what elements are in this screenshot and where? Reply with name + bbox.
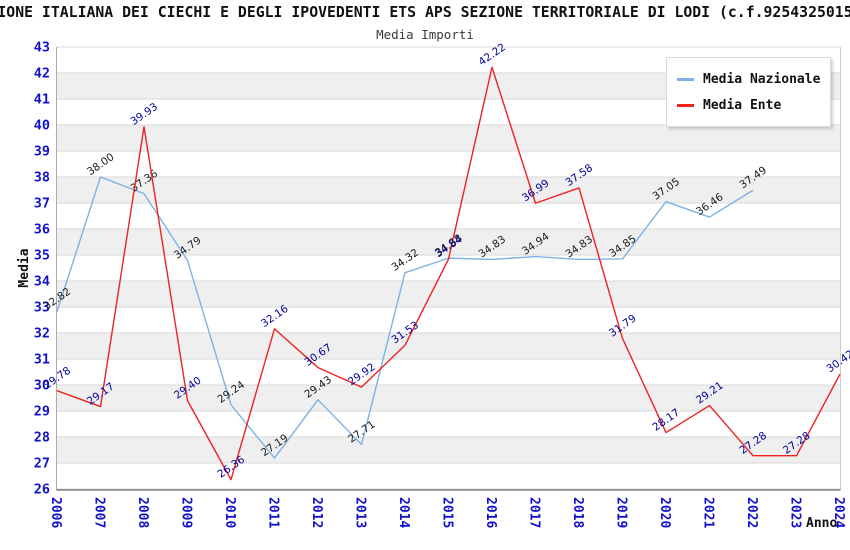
legend-label-media-ente: Media Ente (703, 97, 782, 113)
y-axis-ticks: 26 27 28 29 30 31 32 33 34 35 36 37 38 39 40 41 42 43 (34, 40, 50, 498)
x-tick-label: 2012 (309, 497, 324, 528)
x-tick-label: 2015 (440, 497, 455, 528)
y-tick-label: 42 (34, 66, 50, 82)
chart-title-wrap: UNIONE ITALIANA DEI CIECHI E DEGLI IPOVE… (0, 4, 850, 24)
chart-subtitle: Media Importi (376, 27, 474, 42)
y-tick-label: 27 (34, 456, 50, 472)
x-tick-label: 2016 (483, 497, 498, 528)
legend-item-media-ente: Media Ente (677, 92, 820, 118)
y-tick-label: 31 (34, 352, 50, 368)
x-tick-label: 2010 (222, 497, 237, 528)
legend-swatch-media-ente (677, 103, 694, 107)
y-tick-label: 43 (34, 40, 50, 56)
x-tick-label: 2018 (570, 497, 585, 528)
y-tick-label: 30 (34, 378, 50, 394)
y-tick-label: 29 (34, 404, 50, 420)
x-tick-label: 2009 (179, 497, 194, 528)
y-tick-label: 40 (34, 118, 50, 134)
x-tick-label: 2008 (135, 497, 150, 528)
x-tick-label: 2007 (92, 497, 107, 528)
chart-title: UNIONE ITALIANA DEI CIECHI E DEGLI IPOVE… (0, 4, 850, 21)
background-bands (57, 73, 840, 463)
data-point-label: 42.22 (477, 41, 509, 68)
y-tick-label: 41 (34, 92, 50, 108)
x-tick-label: 2021 (701, 497, 716, 528)
y-tick-label: 28 (34, 430, 50, 446)
legend-swatch-media-nazionale (677, 77, 694, 81)
x-axis-title: Anno (806, 516, 837, 531)
y-tick-label: 26 (34, 482, 50, 498)
x-tick-label: 2013 (353, 497, 368, 528)
y-tick-label: 39 (34, 144, 50, 160)
x-tick-label: 2023 (788, 497, 803, 528)
x-tick-label: 2022 (744, 497, 759, 528)
x-tick-label: 2011 (266, 497, 281, 528)
x-tick-label: 2020 (657, 497, 672, 528)
x-tick-label: 2019 (614, 497, 629, 528)
y-tick-label: 34 (34, 274, 50, 290)
y-tick-label: 37 (34, 196, 50, 212)
y-tick-label: 33 (34, 300, 50, 316)
x-tick-label: 2014 (396, 497, 411, 528)
series-line-media-ente (56, 66, 841, 481)
x-tick-label: 2006 (48, 497, 63, 528)
legend-item-media-nazionale: Media Nazionale (677, 66, 820, 92)
x-axis-ticks: 2006 2007 2008 2009 2010 2011 2012 2013 2014 2015… (48, 497, 846, 528)
x-tick-label: 2017 (527, 497, 542, 528)
y-tick-label: 36 (34, 222, 50, 238)
y-tick-label: 35 (34, 248, 50, 264)
data-point-label: 39.93 (129, 101, 161, 128)
data-point-label: 38.00 (85, 151, 117, 178)
legend: Media Nazionale Media Ente (666, 57, 832, 127)
y-axis-title: Media (17, 248, 32, 287)
y-tick-label: 38 (34, 170, 50, 186)
legend-label-media-nazionale: Media Nazionale (703, 71, 821, 87)
y-tick-label: 32 (34, 326, 50, 342)
data-point-label: 29.92 (346, 361, 378, 388)
x-tick-label: 2024 (831, 497, 846, 528)
series-line-media-nazionale (56, 176, 754, 459)
